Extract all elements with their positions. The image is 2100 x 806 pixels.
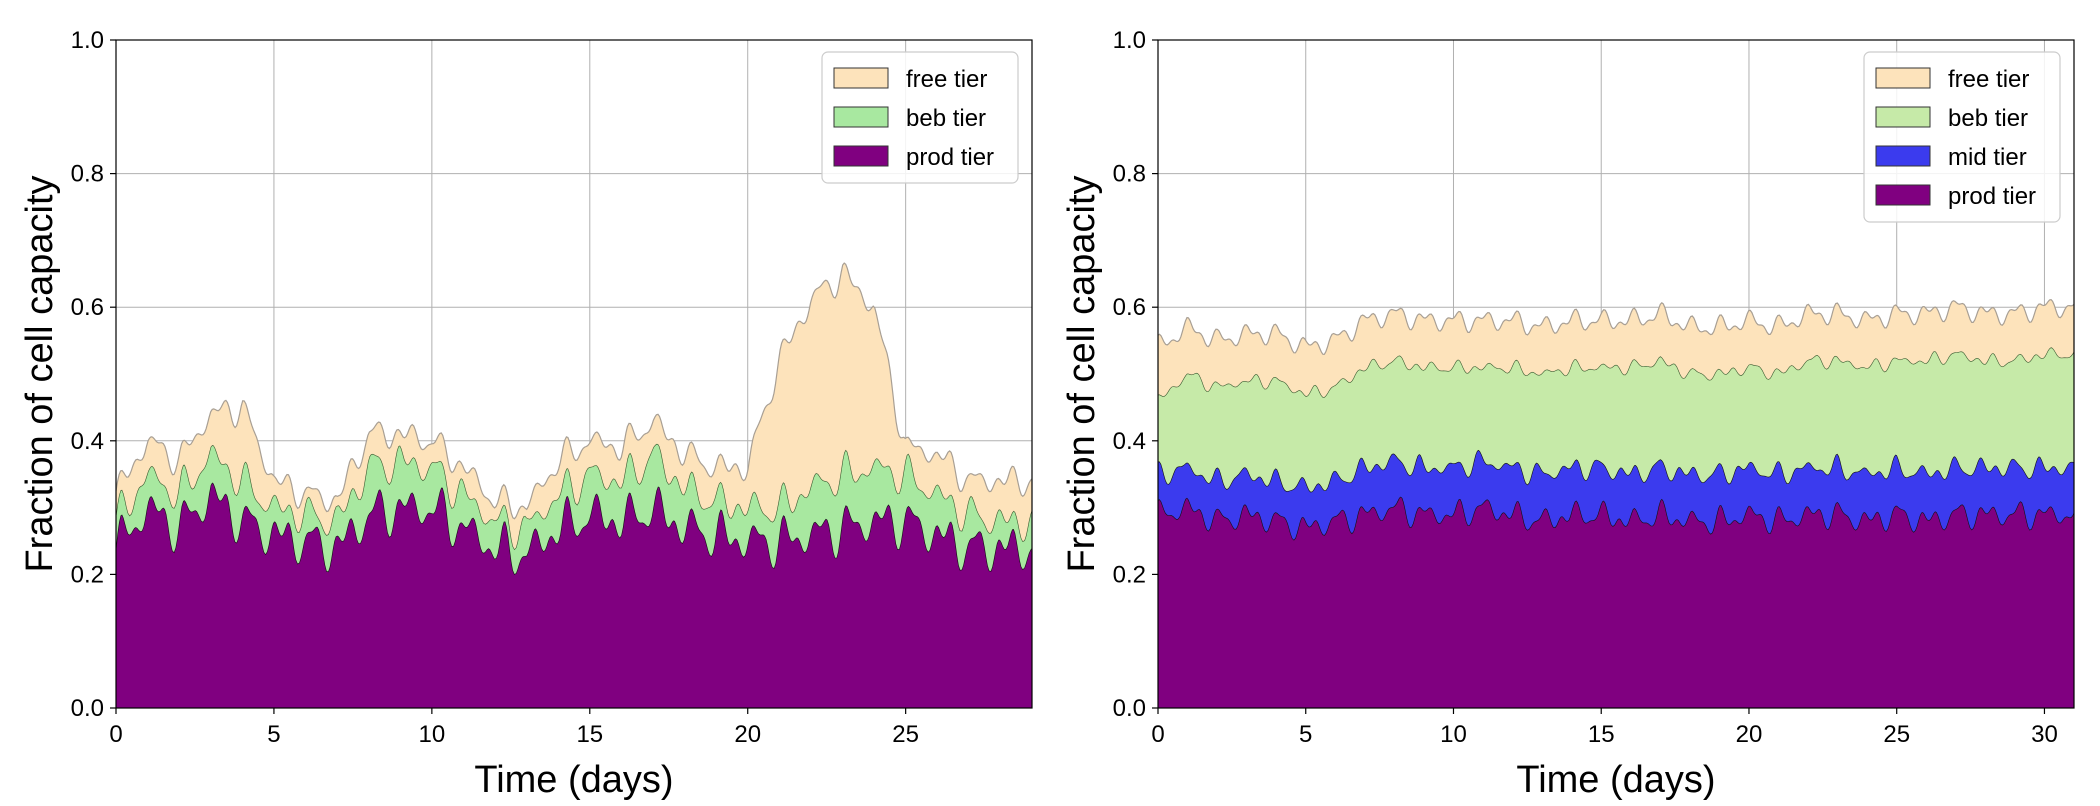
x-tick-label: 25 [1883,721,1910,748]
legend-swatch [833,67,889,89]
chart-panel-2: 0 5 10 15 20 25 30 0.0 0.2 0.4 0.6 0.8 1.0 Time (days… [1061,27,2075,801]
y-tick-label: 0.4 [71,428,104,455]
legend-swatch [833,145,889,167]
y-axis-label: Fraction of cell capacity [1061,175,1103,572]
legend-label: free tier [1948,66,2029,93]
x-tick-label: 0 [109,721,122,748]
area-free-tier [1158,299,2074,397]
legend-swatch [1875,145,1931,167]
line-free-tier [116,262,1032,520]
plot-frame [1157,39,2075,709]
area-mid-tier [1158,449,2074,540]
x-tick-label: 0 [1151,721,1164,748]
area-free-tier [116,263,1032,550]
legend-label: prod tier [906,144,994,171]
x-tick-label: 5 [267,721,280,748]
y-tick-label: 0.2 [1113,561,1146,588]
legend-label: beb tier [906,105,986,132]
y-tick-label: 0.8 [1113,161,1146,188]
legend-swatch [833,106,889,128]
x-axis-label: Time (days) [474,759,673,801]
y-axis-label: Fraction of cell capacity [19,175,61,572]
area-prod-tier [1158,496,2074,708]
x-tick-label: 5 [1299,721,1312,748]
y-tick-label: 1.0 [1113,27,1146,54]
y-tick-label: 0.6 [1113,294,1146,321]
y-tick-label: 0.0 [1113,695,1146,722]
legend-swatch [1875,184,1931,206]
x-tick-label: 15 [1588,721,1615,748]
y-tick-label: 0.2 [71,561,104,588]
y-tick-label: 0.8 [71,161,104,188]
plot-frame [115,39,1033,709]
area-beb-tier [1158,347,2074,492]
legend-label: free tier [906,66,987,93]
line-free-tier [1158,298,2074,355]
legend: free tier beb tier prod tier [821,51,1019,184]
area-series-group [116,262,1032,708]
x-tick-label: 20 [1736,721,1763,748]
x-tick-label: 10 [419,721,446,748]
legend-swatch [1875,106,1931,128]
legend-label: beb tier [1948,105,2028,132]
legend: free tier beb tier mid tier prod tier [1863,51,2061,223]
y-tick-label: 0.6 [71,294,104,321]
legend-box [1863,51,2061,223]
legend-label: mid tier [1948,144,2027,171]
area-series-group [1158,298,2074,708]
area-prod-tier [116,482,1032,708]
y-tick-label: 1.0 [71,27,104,54]
x-tick-label: 25 [892,721,919,748]
x-tick-label: 20 [734,721,761,748]
x-tick-label: 30 [2031,721,2058,748]
y-tick-label: 0.0 [71,695,104,722]
x-axis-label: Time (days) [1516,759,1715,801]
legend-label: prod tier [1948,183,2036,210]
x-tick-label: 10 [1440,721,1467,748]
x-tick-label: 15 [576,721,603,748]
chart-panel-1: 0 5 10 15 20 25 0.0 0.2 0.4 0.6 0.8 1.0 Time (days) F… [19,27,1033,801]
y-tick-label: 0.4 [1113,428,1146,455]
area-beb-tier [116,443,1032,574]
legend-swatch [1875,67,1931,89]
